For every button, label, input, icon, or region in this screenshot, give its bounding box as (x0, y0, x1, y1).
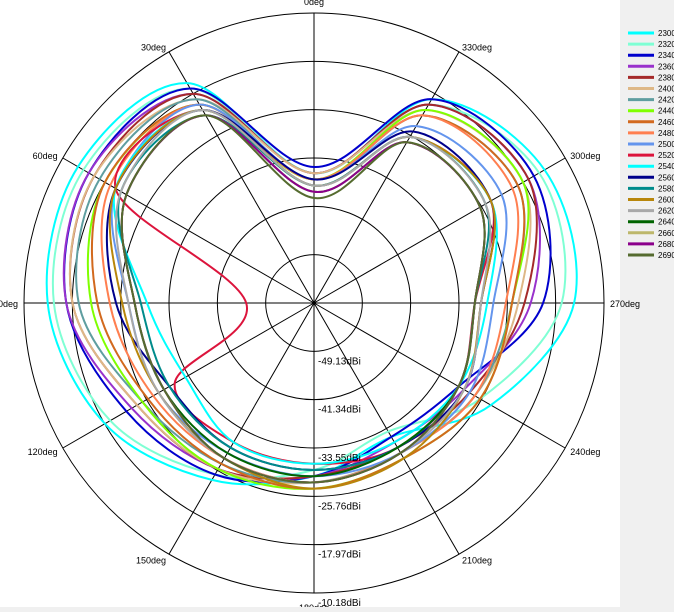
legend-label: 2300 (658, 29, 674, 38)
legend-label: 2460 (658, 118, 674, 127)
angle-tick-label: 30deg (141, 43, 166, 53)
legend-label: 2420 (658, 96, 674, 105)
legend-label: 2620 (658, 207, 674, 216)
radial-tick-label: -25.76dBi (318, 501, 361, 512)
legend-label: 2640 (658, 218, 674, 227)
angle-tick-label: 0deg (304, 0, 324, 7)
grid-spoke-5 (313, 302, 460, 555)
grid-spoke-4 (313, 302, 566, 449)
angle-tick-label: 90deg (0, 299, 18, 309)
angle-tick-label: 330deg (462, 43, 492, 53)
angle-tick-label: 150deg (136, 555, 166, 565)
legend-label: 2480 (658, 129, 674, 138)
legend-label: 2580 (658, 184, 674, 193)
angle-tick-label: 120deg (28, 447, 58, 457)
legend: 2300 2320 2340 2360 2380 2400 2420 2440 2460 2480… (628, 29, 674, 260)
series-group (45, 82, 578, 490)
angle-tick-label: 60deg (33, 151, 58, 161)
legend-label: 2520 (658, 151, 674, 160)
angle-tick-label: 270deg (610, 299, 640, 309)
series-line-2690 (120, 114, 486, 484)
legend-label: 2540 (658, 162, 674, 171)
legend-label: 2360 (658, 62, 674, 71)
angle-tick-label: 240deg (570, 447, 600, 457)
radial-tick-label: -33.55dBi (318, 453, 361, 464)
legend-label: 2660 (658, 229, 674, 238)
radial-tick-label: -41.34dBi (318, 405, 361, 416)
legend-label: 2440 (658, 107, 674, 116)
radial-tick-label: -49.13dBi (318, 356, 361, 367)
radial-tick-label: -10.18dBi (318, 598, 361, 607)
radial-tick-label: -17.97dBi (318, 550, 361, 561)
legend-label: 2380 (658, 73, 674, 82)
legend-label: 2340 (658, 51, 674, 60)
legend-label: 2680 (658, 240, 674, 249)
legend-label: 2500 (658, 140, 674, 149)
series-line-2600 (108, 108, 496, 490)
angle-tick-label: 300deg (570, 151, 600, 161)
grid-spoke-7 (168, 302, 315, 555)
series-line-2320 (51, 87, 567, 480)
legend-label: 2690 (658, 251, 674, 260)
grid-spoke-1 (313, 51, 460, 304)
angle-tick-label: 210deg (462, 555, 492, 565)
legend-label: 2320 (658, 40, 674, 49)
legend-label: 2560 (658, 173, 674, 182)
legend-label: 2400 (658, 85, 674, 94)
legend-label: 2600 (658, 196, 674, 205)
